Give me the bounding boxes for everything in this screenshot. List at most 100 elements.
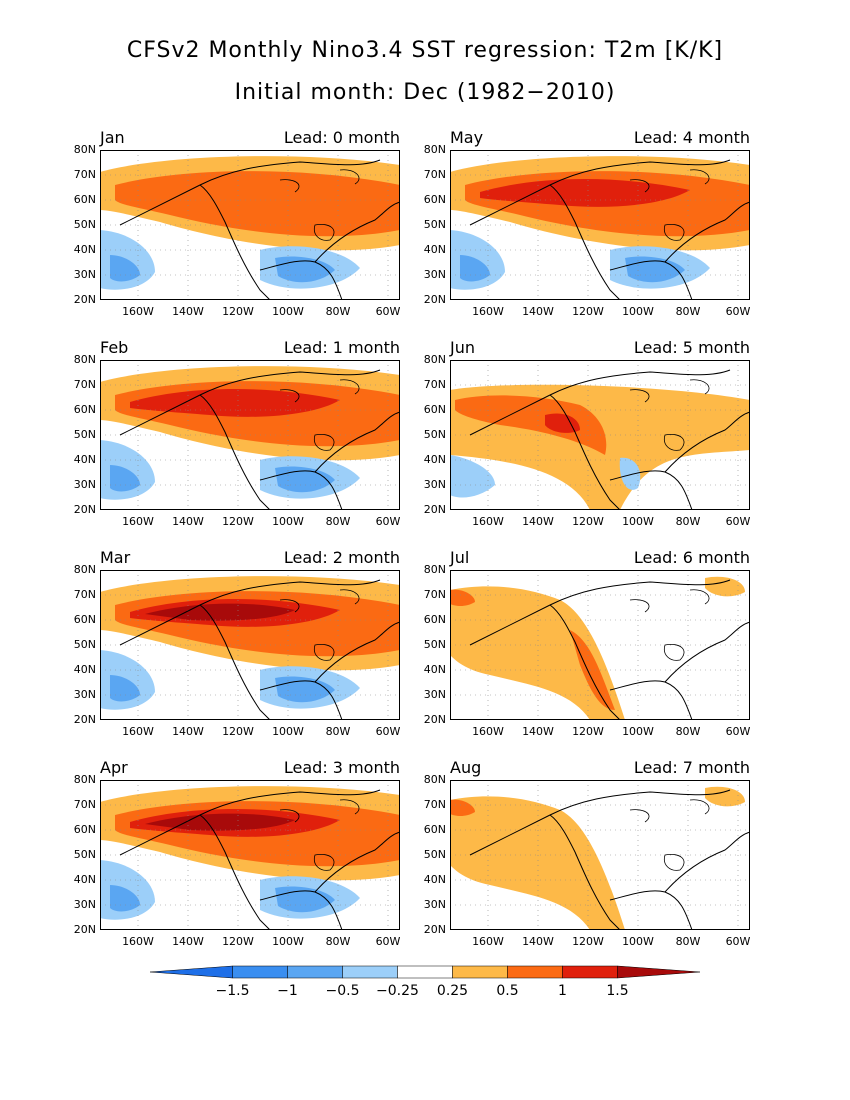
longitude-tick-label: 120W [222,725,254,738]
colorbar-segment [150,965,233,979]
longitude-tick-label: 120W [572,305,604,318]
panel-lead-label: Lead: 3 month [283,758,400,777]
latitude-tick-label: 70N [423,798,446,811]
latitude-tick-label: 60N [73,823,96,836]
latitude-tick-label: 40N [423,243,446,256]
colorbar-segment [397,965,453,979]
colorbar-segment [232,965,288,979]
panel-month-label: Mar [100,548,131,567]
longitude-tick-label: 100W [272,305,304,318]
panel-lead-label: Lead: 7 month [633,758,750,777]
longitude-tick-label: 60W [375,515,401,528]
latitude-tick-label: 70N [423,168,446,181]
map-frame [450,150,750,300]
latitude-tick-label: 80N [423,143,446,156]
latitude-tick-label: 40N [73,663,96,676]
longitude-tick-label: 80W [325,305,351,318]
latitude-tick-label: 20N [423,503,446,516]
latitude-tick-label: 80N [73,353,96,366]
colorbar-segment [287,965,343,979]
longitude-tick-label: 120W [222,305,254,318]
colorbar-segment [617,965,700,979]
latitude-tick-label: 60N [73,613,96,626]
map-frame [450,570,750,720]
latitude-tick-label: 70N [423,378,446,391]
latitude-tick-label: 20N [423,923,446,936]
colorbar-segment [507,965,563,979]
longitude-tick-label: 60W [725,305,751,318]
longitude-tick-label: 100W [622,935,654,948]
panel-lead-label: Lead: 6 month [633,548,750,567]
map-panel: Mar Lead: 2 month 80N 70N 60N 50N 40N 30N 20N 160… [74,548,401,738]
map-panel: Apr Lead: 3 month 80N 70N 60N 50N 40N 30N 20N 160… [74,758,401,948]
longitude-tick-label: 80W [325,725,351,738]
map-field [450,780,750,930]
longitude-tick-label: 160W [472,935,504,948]
colorbar-segment [342,965,398,979]
longitude-tick-label: 160W [122,515,154,528]
longitude-tick-label: 120W [572,515,604,528]
longitude-tick-label: 100W [622,305,654,318]
map-frame [100,360,400,510]
colorbar-tick-label: −0.5 [325,983,360,999]
map-field [450,150,750,300]
latitude-tick-label: 30N [423,688,446,701]
latitude-tick-label: 50N [73,848,96,861]
panel-month-label: Jun [450,338,475,357]
map-frame [100,780,400,930]
latitude-tick-label: 70N [73,378,96,391]
longitude-tick-label: 60W [725,935,751,948]
figure-title: CFSv2 Monthly Nino3.4 SST regression: T2… [126,38,724,63]
longitude-tick-label: 100W [622,725,654,738]
colorbar-tick-label: −1 [277,983,298,999]
colorbar-tick-label: 0.5 [496,983,519,999]
panel-lead-label: Lead: 0 month [283,128,400,147]
latitude-tick-label: 40N [73,243,96,256]
latitude-tick-label: 30N [73,688,96,701]
panel-lead-label: Lead: 1 month [283,338,400,357]
map-field [100,150,400,300]
latitude-tick-label: 30N [73,268,96,281]
map-panel: Jan Lead: 0 month 80N 70N 60N 50N 40N 30N 20N 160… [74,128,401,318]
map-panel: Jul Lead: 6 month 80N 70N 60N 50N 40N 30N 20N 160… [424,548,751,738]
map-frame [100,150,400,300]
latitude-tick-label: 70N [73,798,96,811]
panel-month-label: Feb [100,338,129,357]
panel-month-label: May [450,128,484,147]
map-frame [100,570,400,720]
latitude-tick-label: 60N [423,823,446,836]
map-frame [450,780,750,930]
latitude-tick-label: 30N [73,478,96,491]
map-field [100,780,400,930]
latitude-tick-label: 70N [423,588,446,601]
latitude-tick-label: 30N [423,898,446,911]
longitude-tick-label: 80W [325,515,351,528]
latitude-tick-label: 40N [423,873,446,886]
longitude-tick-label: 80W [325,935,351,948]
latitude-tick-label: 70N [73,588,96,601]
latitude-tick-label: 60N [423,613,446,626]
latitude-tick-label: 80N [423,563,446,576]
colorbar-tick-label: 0.25 [436,983,469,999]
map-field [450,570,750,720]
longitude-tick-label: 100W [622,515,654,528]
latitude-tick-label: 20N [423,293,446,306]
map-panel: May Lead: 4 month 80N 70N 60N 50N 40N 30N 20N 160… [424,128,751,318]
longitude-tick-label: 140W [522,935,554,948]
colorbar-tick-label: 1 [558,983,567,999]
panel-month-label: Jul [450,548,470,567]
panel-lead-label: Lead: 2 month [283,548,400,567]
latitude-tick-label: 60N [423,403,446,416]
longitude-tick-label: 60W [725,725,751,738]
panel-month-label: Aug [450,758,482,777]
latitude-tick-label: 40N [73,453,96,466]
panel-month-label: Jan [100,128,125,147]
latitude-tick-label: 80N [423,353,446,366]
longitude-tick-label: 80W [675,935,701,948]
longitude-tick-label: 80W [675,515,701,528]
latitude-tick-label: 80N [73,563,96,576]
longitude-tick-label: 80W [675,725,701,738]
longitude-tick-label: 140W [172,305,204,318]
latitude-tick-label: 20N [73,713,96,726]
longitude-tick-label: 140W [172,515,204,528]
